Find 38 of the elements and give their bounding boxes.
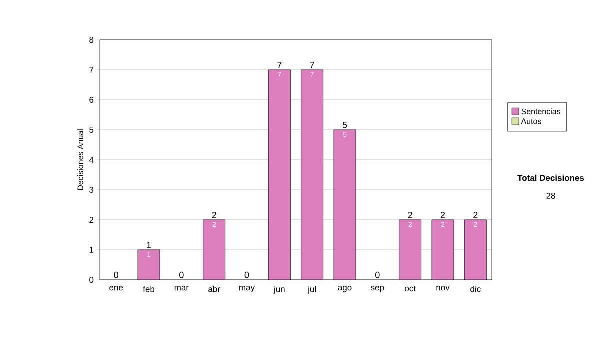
x-tick-label: sep xyxy=(371,286,384,292)
total-label: 0 xyxy=(244,272,250,278)
x-tick-label: ago xyxy=(338,286,352,292)
total-label: 7 xyxy=(278,62,282,68)
y-tick-label: 4 xyxy=(89,157,94,163)
y-tick-label: 8 xyxy=(90,37,94,44)
x-tick-label: jun xyxy=(274,286,285,294)
total-label: 7 xyxy=(310,62,314,68)
total-label: 2 xyxy=(474,212,478,218)
x-tick-label: oct xyxy=(405,286,416,292)
total-label: 0 xyxy=(114,272,118,278)
total-label: 5 xyxy=(342,122,348,128)
total-label: 2 xyxy=(440,212,446,218)
y-tick-label: 0 xyxy=(90,276,94,283)
x-tick-label: nov xyxy=(436,286,450,291)
x-tick-label: mar xyxy=(174,286,189,291)
x-tick-label: feb xyxy=(143,286,155,292)
text: Total Decisiones xyxy=(518,174,584,182)
legend-label: Sentencias xyxy=(522,108,561,114)
total-label: 0 xyxy=(180,272,184,278)
y-tick-label: 6 xyxy=(90,97,94,104)
y-tick-label: 5 xyxy=(90,127,94,133)
x-tick-label: jul xyxy=(308,286,316,294)
x-tick-label: abr xyxy=(208,286,220,292)
x-tick-label: may xyxy=(240,286,256,292)
y-tick-label: 1 xyxy=(90,247,94,253)
total-label: 2 xyxy=(212,212,216,218)
total-label: 0 xyxy=(376,272,380,278)
x-tick-label: dic xyxy=(470,286,481,292)
y-tick-label: 7 xyxy=(90,67,94,73)
y-axis-title: Decisiones Anual xyxy=(78,130,84,190)
legend-label: Autos xyxy=(521,118,542,124)
text: 28 xyxy=(546,192,556,199)
y-tick-label: 3 xyxy=(90,186,94,193)
total-label: 1 xyxy=(147,242,152,248)
x-tick-label: ene xyxy=(110,286,124,291)
total-label: 2 xyxy=(408,212,412,218)
y-tick-label: 2 xyxy=(90,217,94,223)
